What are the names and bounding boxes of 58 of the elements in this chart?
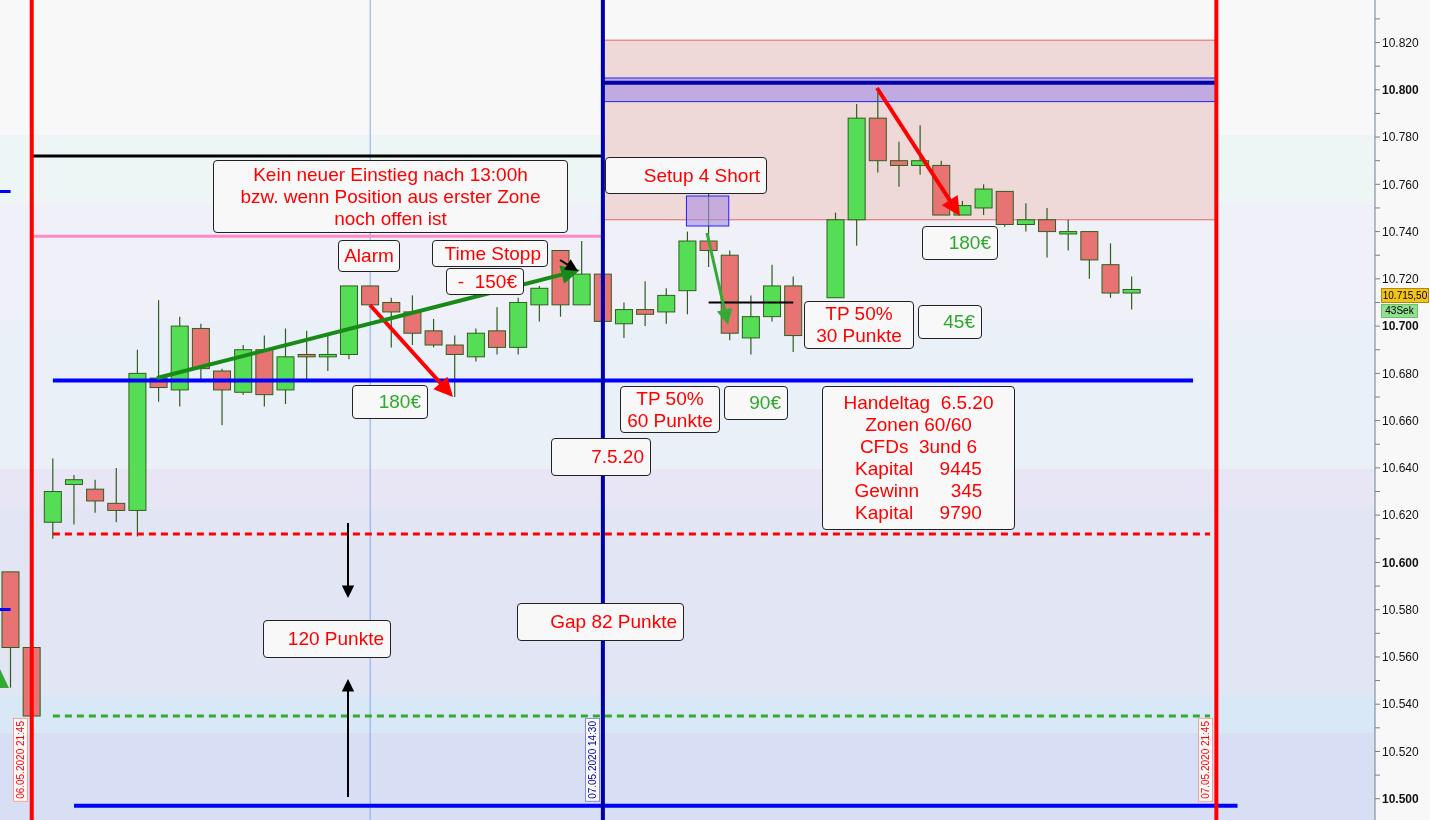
y-tick-label: 10.620 xyxy=(1382,508,1420,523)
annotation: TP 50% 30 Punkte xyxy=(804,301,914,349)
candlestick xyxy=(107,467,126,523)
y-tick-label: 10.680 xyxy=(1382,366,1420,381)
annotation: Setup 4 Short xyxy=(605,157,767,194)
candlestick xyxy=(614,301,633,339)
annotation: 180€ xyxy=(922,226,998,260)
y-tick-label: 10.580 xyxy=(1382,602,1420,617)
candlestick xyxy=(445,334,464,398)
candlestick xyxy=(361,285,380,306)
candlestick xyxy=(741,294,760,356)
candlestick xyxy=(488,306,507,356)
candlestick xyxy=(318,334,337,372)
y-tick-label: 10.500 xyxy=(1382,791,1420,806)
candlestick xyxy=(974,183,993,216)
y-tick-label: 10.600 xyxy=(1382,555,1420,570)
annotation: 90€ xyxy=(724,386,788,420)
y-tick-label: 10.800 xyxy=(1382,83,1420,97)
annotation: 120 Punkte xyxy=(263,620,391,658)
candlestick xyxy=(1059,219,1078,252)
annotation: TP 50% 60 Punkte xyxy=(620,386,720,433)
annotation: 45€ xyxy=(918,305,982,339)
y-tick-label: 10.720 xyxy=(1382,272,1420,287)
annotation: Time Stopp xyxy=(432,240,548,267)
text: 10.715,50 xyxy=(1381,288,1429,303)
candlestick xyxy=(466,327,485,363)
y-tick-label: 10.640 xyxy=(1382,461,1420,476)
annotation: - 150€ xyxy=(446,268,524,295)
annotation: 06.05.2020 21:45 xyxy=(13,718,28,802)
annotation: Kein neuer Einstieg nach 13:00h bzw. wenn Position aus erster Zone noch offen ist xyxy=(213,160,568,233)
annotation: 7.5.20 xyxy=(551,438,651,476)
y-tick-label: 10.540 xyxy=(1382,697,1420,712)
candlestick xyxy=(1038,207,1057,259)
y-tick-label: 10.760 xyxy=(1382,177,1420,192)
y-tick-label: 10.520 xyxy=(1382,744,1420,759)
annotation: 07.05.2020 21:45 xyxy=(1198,718,1213,802)
candlestick xyxy=(1016,202,1035,233)
y-tick-label: 10.560 xyxy=(1382,650,1420,665)
candlestick xyxy=(530,285,549,322)
candlestick xyxy=(382,297,401,348)
candlestick xyxy=(64,474,83,526)
y-tick-label: 10.780 xyxy=(1382,130,1420,145)
annotation: 07.05.2020 14:30 xyxy=(585,718,600,802)
text: 43Sek xyxy=(1381,304,1418,318)
annotation: 180€ xyxy=(352,385,428,419)
candlestick xyxy=(424,318,443,348)
y-tick-label: 10.700 xyxy=(1382,319,1420,334)
annotation: Alarm xyxy=(338,240,400,272)
annotation: Gap 82 Punkte xyxy=(517,603,684,641)
candlestick xyxy=(86,479,105,514)
candlestick xyxy=(1122,275,1141,311)
y-tick-label: 10.820 xyxy=(1382,35,1420,50)
candlestick xyxy=(636,280,655,327)
y-tick-label: 10.740 xyxy=(1382,224,1420,239)
candlestick xyxy=(657,287,676,325)
y-tick-label: 10.660 xyxy=(1382,413,1420,428)
candlestick xyxy=(889,141,908,188)
annotation: Handeltag 6.5.20 Zonen 60/60 CFDs 3und 6 Kapital 9445 Gewinn 345 Kapital 9790 xyxy=(822,386,1015,530)
